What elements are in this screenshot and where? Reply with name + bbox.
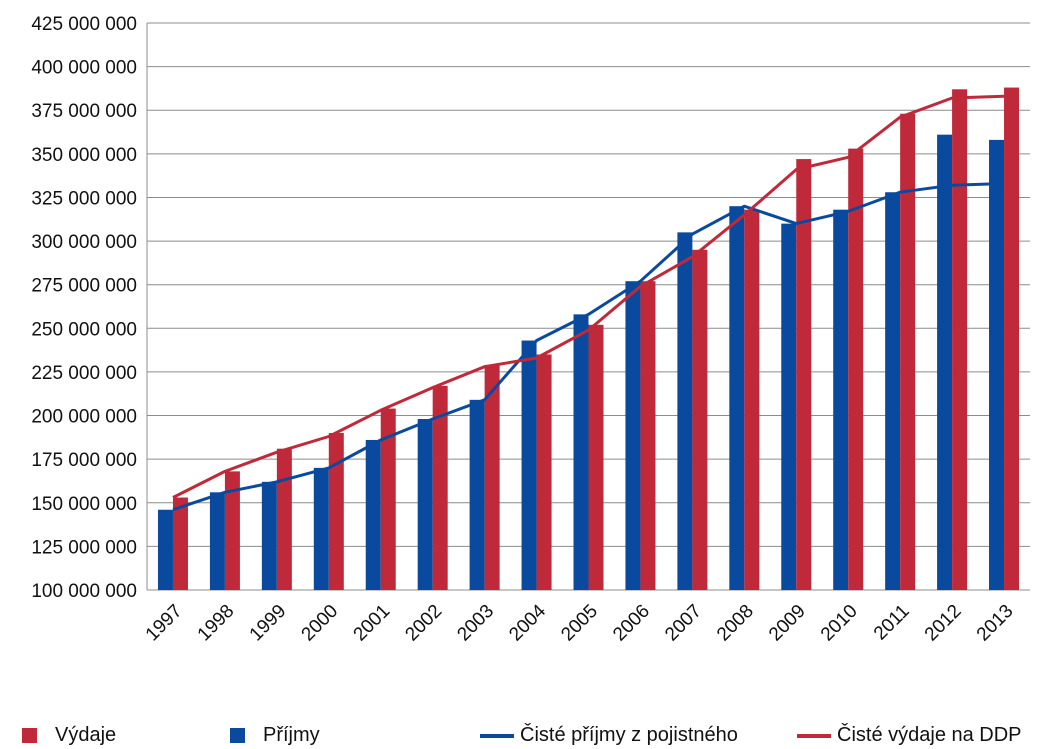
x-tick-label: 1999 — [246, 601, 291, 646]
y-tick-label: 150 000 000 — [31, 494, 137, 515]
bar-prijmy — [157, 509, 173, 590]
bar-vydaje — [380, 408, 396, 590]
bar-prijmy — [885, 192, 901, 590]
x-tick-label: 2001 — [350, 601, 395, 646]
bar-prijmy — [937, 134, 953, 590]
y-tick-label: 125 000 000 — [31, 537, 137, 558]
bar-prijmy — [469, 399, 485, 590]
bar-prijmy — [677, 232, 693, 590]
x-tick-label: 2004 — [505, 600, 550, 645]
bar-vydaje — [484, 364, 500, 590]
y-tick-label: 200 000 000 — [31, 407, 137, 428]
legend-label-vydaje: Výdaje — [55, 724, 117, 746]
bar-vydaje — [848, 148, 864, 590]
bar-prijmy — [365, 439, 381, 590]
y-tick-label: 300 000 000 — [31, 232, 137, 253]
legend-item-ciste-prijmy: Čisté příjmy z pojistného — [480, 722, 738, 749]
legend-swatch-prijmy — [230, 728, 245, 743]
y-tick-label: 225 000 000 — [31, 363, 137, 384]
bar-vydaje — [640, 281, 656, 590]
bar-vydaje — [588, 324, 604, 590]
bar-prijmy — [261, 481, 277, 590]
bar-vydaje — [328, 432, 344, 590]
x-tick-label: 2012 — [921, 601, 966, 646]
bar-vydaje — [432, 385, 448, 590]
bar-prijmy — [833, 209, 849, 591]
legend-label-ciste-prijmy: Čisté příjmy z pojistného — [520, 724, 738, 746]
bar-vydaje — [744, 209, 760, 591]
legend-swatch-ciste-vydaje — [797, 733, 831, 738]
bar-vydaje — [1004, 87, 1020, 590]
x-tick-label: 2013 — [973, 601, 1018, 646]
legend-label-prijmy: Příjmy — [263, 724, 320, 746]
y-tick-label: 350 000 000 — [31, 145, 137, 166]
y-tick-label: 375 000 000 — [31, 101, 137, 122]
x-tick-label: 2009 — [765, 601, 810, 646]
y-tick-label: 250 000 000 — [31, 319, 137, 340]
x-tick-label: 1997 — [142, 601, 187, 646]
bar-prijmy — [625, 281, 641, 590]
bar-prijmy — [573, 314, 589, 590]
bar-prijmy — [521, 340, 537, 590]
bar-prijmy — [313, 467, 329, 590]
chart-svg: 100 000 000 125 000 000 150 000 000 175 000… — [31, 14, 1030, 646]
bar-prijmy — [417, 419, 433, 590]
bar-vydaje — [276, 448, 292, 590]
line-ciste-prijmy — [172, 182, 1005, 512]
chart-legend: Výdaje Příjmy Čisté příjmy z pojistného … — [0, 722, 1037, 749]
legend-swatch-vydaje — [22, 728, 37, 743]
bar-vydaje — [692, 249, 708, 591]
bar-vydaje — [224, 471, 240, 590]
bar-vydaje — [536, 354, 552, 590]
x-tick-label: 2011 — [870, 601, 914, 645]
x-tick-label: 2002 — [401, 601, 446, 646]
y-tick-label: 100 000 000 — [31, 581, 137, 602]
bar-vydaje — [172, 497, 188, 590]
legend-item-ciste-vydaje: Čisté výdaje na DDP — [797, 722, 1022, 749]
x-tick-label: 2007 — [661, 601, 706, 646]
bar-vydaje — [952, 89, 968, 591]
bar-vydaje — [900, 113, 916, 590]
y-tick-label: 425 000 000 — [31, 14, 137, 35]
bar-prijmy — [989, 139, 1005, 591]
bar-vydaje — [796, 159, 812, 590]
x-tick-label: 2006 — [609, 601, 654, 646]
legend-label-ciste-vydaje: Čisté výdaje na DDP — [837, 724, 1022, 746]
y-tick-label: 400 000 000 — [31, 58, 137, 79]
legend-item-prijmy: Příjmy — [230, 722, 320, 749]
x-tick-label: 1998 — [194, 601, 239, 646]
x-tick-label: 2000 — [298, 601, 343, 646]
x-tick-label: 2008 — [713, 601, 758, 646]
bar-prijmy — [781, 223, 797, 590]
x-tick-label: 2003 — [453, 601, 498, 646]
y-tick-label: 275 000 000 — [31, 276, 137, 297]
y-tick-label: 325 000 000 — [31, 188, 137, 209]
legend-item-vydaje: Výdaje — [22, 722, 116, 749]
y-tick-label: 175 000 000 — [31, 450, 137, 471]
legend-swatch-ciste-prijmy — [480, 733, 514, 738]
x-tick-label: 2005 — [557, 601, 602, 646]
bar-prijmy — [209, 492, 225, 590]
line-ciste-vydaje — [172, 94, 1005, 499]
bar-prijmy — [729, 206, 745, 590]
x-tick-label: 2010 — [817, 601, 862, 646]
